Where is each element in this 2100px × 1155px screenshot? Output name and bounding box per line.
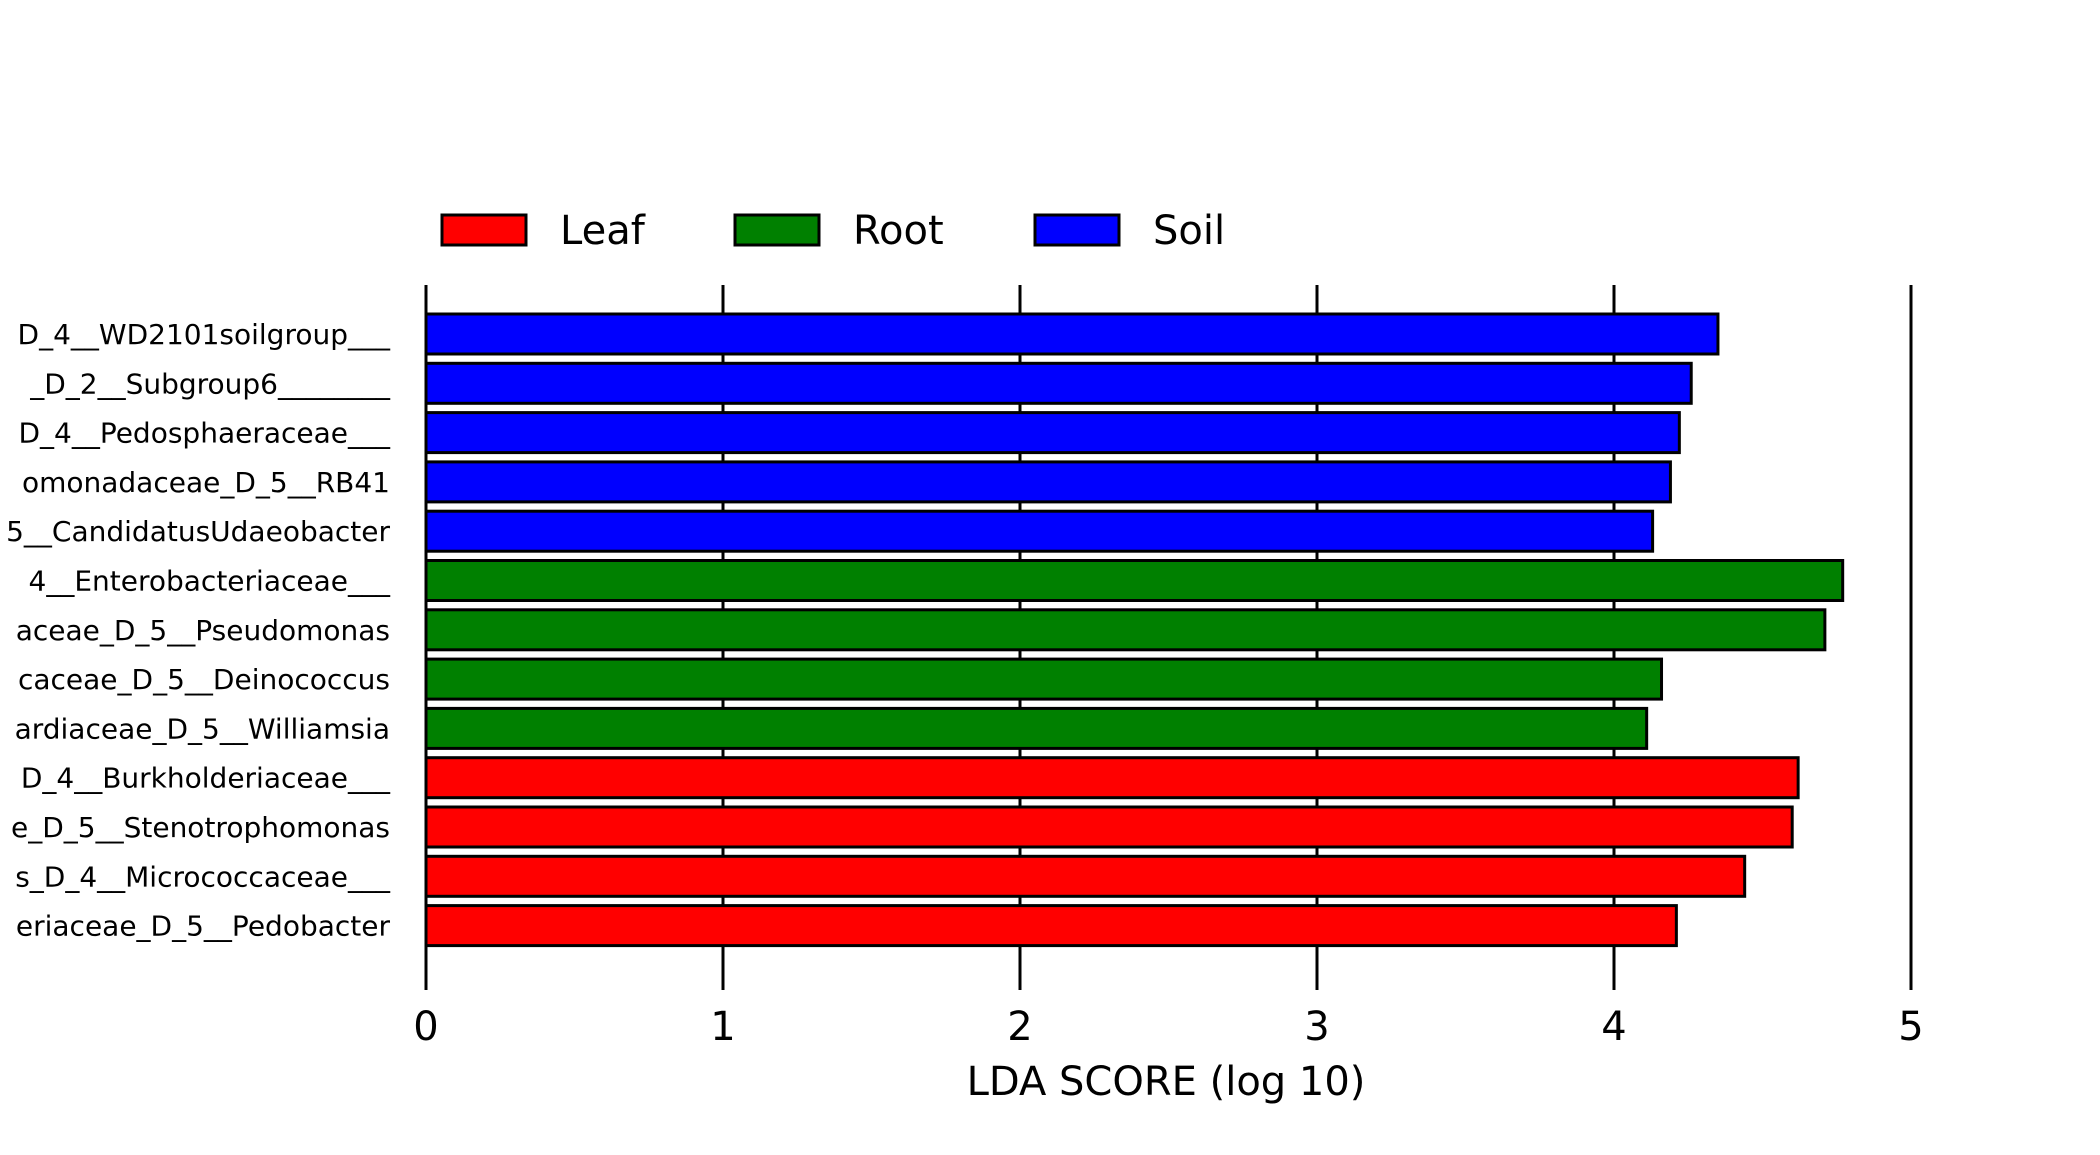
bar-soil-4 <box>424 509 1655 553</box>
bar-root-8 <box>424 706 1649 750</box>
bars <box>424 312 1845 948</box>
category-label: e_D_5__Stenotrophomonas <box>11 811 390 844</box>
legend-swatch-leaf <box>440 213 528 247</box>
category-label: 5__CandidatusUdaeobacter <box>6 515 390 548</box>
bar-leaf-9 <box>424 756 1800 800</box>
x-axis-title: LDA SCORE (log 10) <box>967 1059 1366 1105</box>
bar-soil-3 <box>424 460 1672 504</box>
category-label: D_4__WD2101soilgroup___ <box>18 318 391 351</box>
bar-root-7 <box>424 657 1664 701</box>
bar-leaf-10 <box>424 805 1794 849</box>
x-tick-label-3: 3 <box>1304 1004 1329 1050</box>
legend-label-soil: Soil <box>1153 208 1225 254</box>
bar-soil-0 <box>424 312 1720 356</box>
category-label: D_4__Pedosphaeraceae___ <box>18 417 391 450</box>
x-tick-label-1: 1 <box>710 1004 735 1050</box>
legend-swatch-root <box>733 213 821 247</box>
category-label: eriaceae_D_5__Pedobacter <box>16 910 391 943</box>
legend-label-leaf: Leaf <box>560 208 646 254</box>
bar-root-5 <box>424 559 1845 602</box>
category-labels: D_4__WD2101soilgroup___ _D_2__Subgroup6__… <box>6 318 391 943</box>
category-label: omonadaceae_D_5__RB41 <box>22 466 390 499</box>
category-label: D_4__Burkholderiaceae___ <box>21 762 391 795</box>
bar-root-6 <box>424 608 1827 652</box>
x-tick-label-4: 4 <box>1601 1004 1626 1050</box>
x-tick-label-2: 2 <box>1007 1004 1032 1050</box>
x-tick-label-0: 0 <box>413 1004 438 1050</box>
bar-soil-1 <box>424 361 1693 405</box>
category-label: ardiaceae_D_5__Williamsia <box>15 712 390 745</box>
bar-soil-2 <box>424 411 1681 455</box>
x-tick-label-5: 5 <box>1898 1004 1923 1050</box>
legend-swatch-soil <box>1033 213 1121 247</box>
category-label: aceae_D_5__Pseudomonas <box>16 614 390 647</box>
bar-leaf-12 <box>424 904 1678 948</box>
legend-label-root: Root <box>853 208 944 254</box>
category-label: _D_2__Subgroup6________ <box>29 367 391 400</box>
category-label: caceae_D_5__Deinococcus <box>18 663 390 696</box>
bar-leaf-11 <box>424 854 1747 898</box>
category-label: s_D_4__Micrococcaceae___ <box>15 860 391 893</box>
legend: Leaf Root Soil <box>440 208 1225 254</box>
x-ticks: 0 1 2 3 4 5 <box>413 1004 1923 1050</box>
category-label: 4__Enterobacteriaceae___ <box>29 565 391 598</box>
